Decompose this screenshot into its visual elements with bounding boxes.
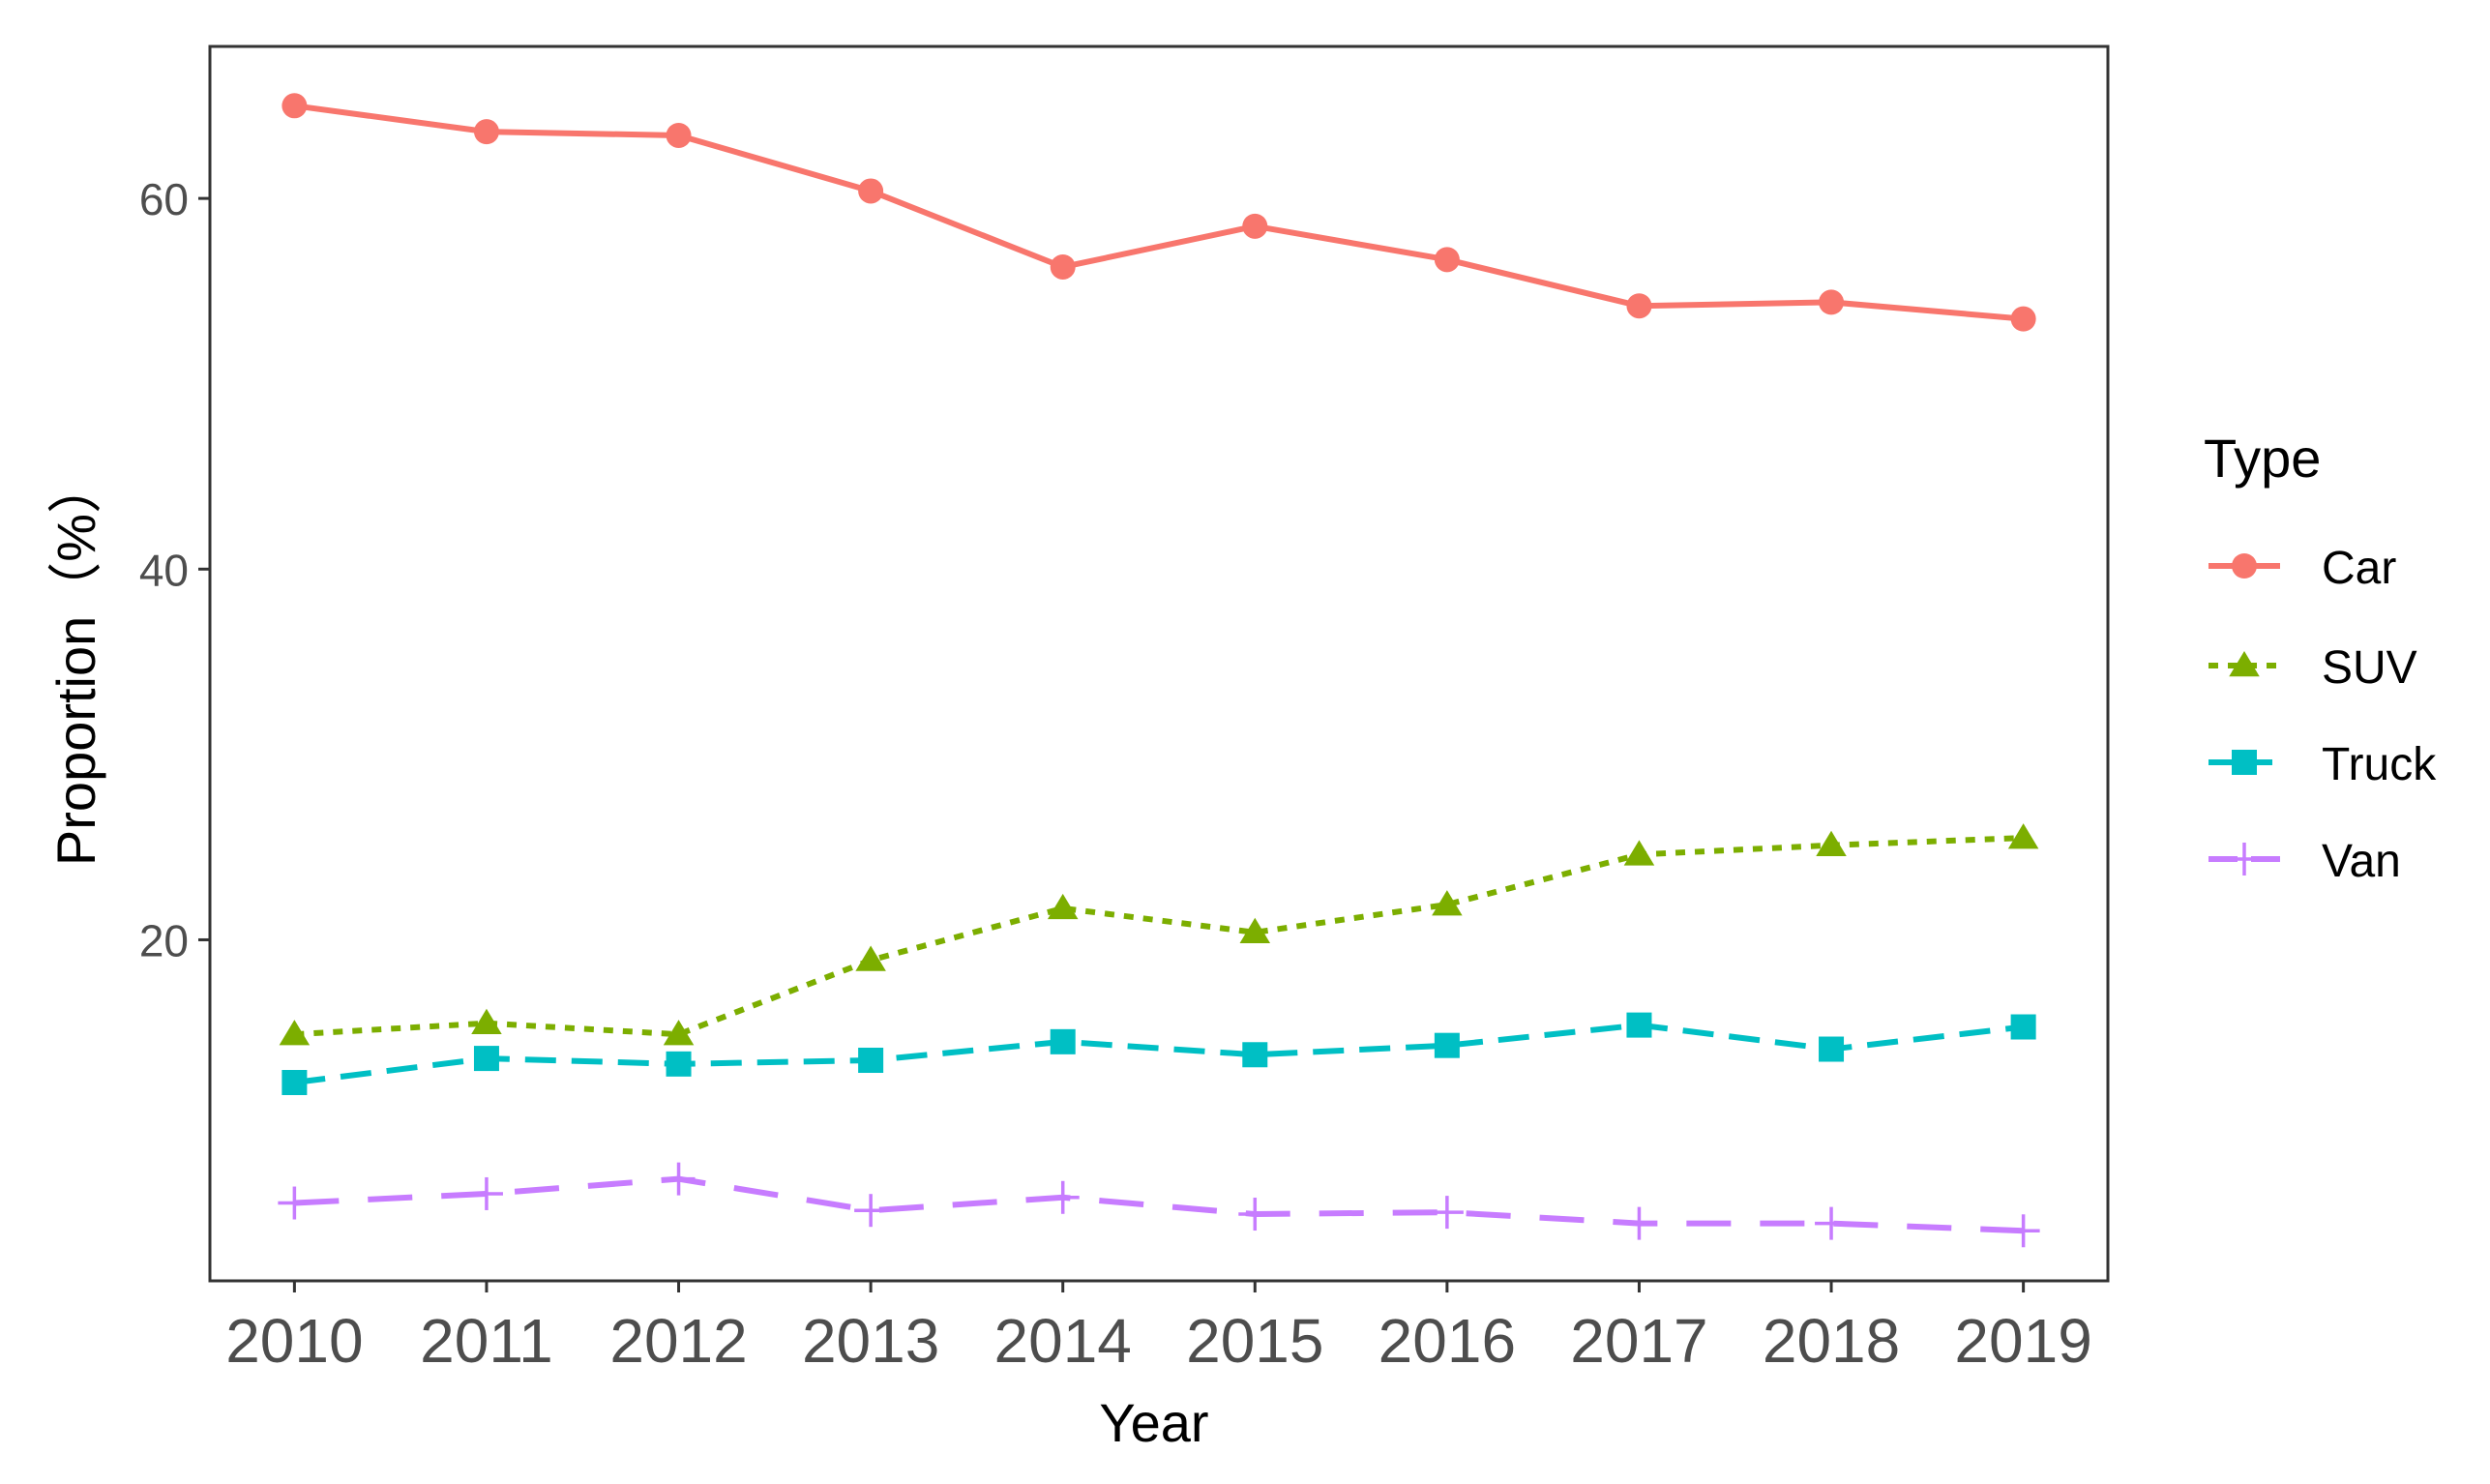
data-point-van xyxy=(2006,1214,2040,1248)
data-point-suv xyxy=(1816,830,1847,857)
legend-item-truck: Truck xyxy=(2208,739,2437,790)
plot-panel xyxy=(208,45,2110,1283)
x-tick-label: 2018 xyxy=(1763,1306,1900,1376)
legend-title: Type xyxy=(2204,428,2321,489)
data-point-van xyxy=(1238,1198,1272,1232)
data-point-car xyxy=(2010,306,2036,332)
data-point-truck xyxy=(473,1046,499,1072)
data-point-van xyxy=(662,1162,696,1196)
series-truck xyxy=(282,1012,2036,1095)
legend-item-suv: SUV xyxy=(2208,642,2417,694)
x-tick-label: 2014 xyxy=(994,1306,1132,1376)
data-point-car xyxy=(858,178,884,204)
data-point-van xyxy=(1815,1206,1849,1240)
data-point-van xyxy=(854,1194,888,1228)
data-point-car xyxy=(1242,213,1268,239)
x-tick-label: 2013 xyxy=(802,1306,939,1376)
legend-label: Car xyxy=(2322,543,2396,594)
data-point-truck xyxy=(1434,1032,1460,1058)
data-point-van xyxy=(469,1176,503,1210)
data-point-van xyxy=(1622,1206,1656,1240)
y-axis: 20 40 60 xyxy=(139,174,210,965)
x-tick-label: 2015 xyxy=(1186,1306,1323,1376)
x-axis-title: Year xyxy=(1099,1392,1208,1453)
data-point-car xyxy=(1434,247,1460,273)
series-suv xyxy=(279,823,2039,1046)
legend-label: Van xyxy=(2322,836,2401,887)
x-tick-label: 2016 xyxy=(1378,1306,1516,1376)
series-van xyxy=(278,1162,2040,1248)
data-point-suv xyxy=(471,1008,502,1034)
legend-label: SUV xyxy=(2322,642,2417,694)
data-point-car xyxy=(473,119,499,145)
data-point-truck xyxy=(1242,1042,1268,1068)
series-car xyxy=(282,93,2036,332)
data-point-suv xyxy=(2007,823,2039,849)
legend-label: Truck xyxy=(2322,739,2437,790)
x-tick-label: 2011 xyxy=(420,1306,553,1376)
series-line-truck xyxy=(294,1022,2024,1085)
data-point-truck xyxy=(1626,1012,1652,1038)
data-point-car xyxy=(282,93,308,119)
data-point-car xyxy=(1819,289,1845,315)
data-point-suv xyxy=(1623,840,1655,866)
series-line-car xyxy=(293,103,2024,322)
x-tick-label: 2019 xyxy=(1954,1306,2091,1376)
series-line-suv xyxy=(294,835,2024,1038)
y-tick-label: 20 xyxy=(139,915,189,965)
legend-item-van: Van xyxy=(2208,836,2401,887)
data-point-suv xyxy=(1239,917,1271,944)
legend-item-car: Car xyxy=(2208,543,2396,594)
legend-marker-suv xyxy=(2229,651,2260,677)
series-layer xyxy=(278,93,2040,1248)
data-point-van xyxy=(1046,1180,1080,1214)
x-tick-label: 2010 xyxy=(225,1306,363,1376)
data-point-suv xyxy=(1047,893,1079,920)
data-point-truck xyxy=(1819,1036,1845,1062)
data-point-van xyxy=(1430,1196,1464,1230)
data-point-car xyxy=(1050,253,1076,280)
data-point-suv xyxy=(279,1020,311,1046)
data-point-suv xyxy=(663,1020,695,1046)
x-tick-label: 2017 xyxy=(1570,1306,1707,1376)
data-point-truck xyxy=(666,1051,692,1077)
y-tick-label: 60 xyxy=(139,174,189,224)
data-point-truck xyxy=(1050,1028,1076,1054)
y-tick-label: 40 xyxy=(139,545,189,595)
legend: Type Car SUV Truck Van xyxy=(2204,428,2437,887)
data-point-truck xyxy=(282,1069,308,1095)
x-axis: 2010 2011 2012 2013 2014 2015 2016 2017 2018 2019 xyxy=(225,1281,2092,1376)
data-point-truck xyxy=(858,1048,884,1074)
data-point-suv xyxy=(1432,890,1463,916)
x-tick-label: 2012 xyxy=(609,1306,747,1376)
data-point-car xyxy=(1626,293,1652,319)
legend-marker-car xyxy=(2232,553,2257,579)
legend-marker-van xyxy=(2228,843,2261,876)
data-point-truck xyxy=(2010,1014,2036,1040)
data-point-suv xyxy=(855,945,886,971)
y-axis-title: Proportion（%） xyxy=(45,460,106,866)
data-point-van xyxy=(278,1186,311,1220)
data-point-car xyxy=(666,122,692,148)
legend-marker-truck xyxy=(2232,750,2257,775)
